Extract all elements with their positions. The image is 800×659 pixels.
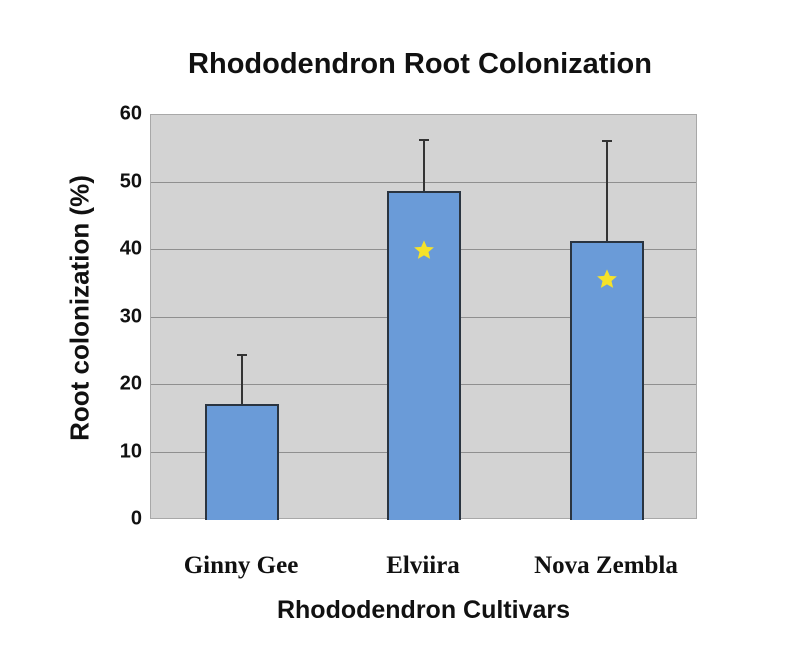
y-tick-label: 60 [119, 102, 142, 125]
chart-title: Rhododendron Root Colonization [188, 48, 652, 80]
error-bar [423, 139, 425, 192]
error-bar-cap [419, 138, 429, 141]
error-bar [606, 141, 608, 242]
bar-ginny-gee [205, 403, 279, 520]
plot-area [150, 114, 697, 520]
x-axis-label: Rhododendron Cultivars [276, 596, 571, 624]
y-tick-label: 20 [119, 372, 142, 395]
x-category-label: Elviira [386, 552, 460, 579]
y-tick-label: 10 [119, 440, 142, 462]
error-bar-cap [602, 140, 612, 143]
error-bar [241, 355, 243, 404]
x-category-label: Nova Zembla [534, 552, 678, 579]
y-tick-label: 0 [130, 507, 142, 530]
y-tick-label: 50 [119, 170, 142, 192]
y-axis-label: Root colonization (%) [64, 175, 95, 441]
error-bar-cap [237, 354, 247, 357]
y-tick-label: 30 [119, 305, 142, 327]
x-category-label: Ginny Gee [183, 552, 299, 579]
star-icon [597, 269, 617, 289]
y-tick-label: 40 [119, 237, 142, 260]
star-icon [414, 240, 434, 260]
bar-nova-zembla [570, 241, 644, 520]
